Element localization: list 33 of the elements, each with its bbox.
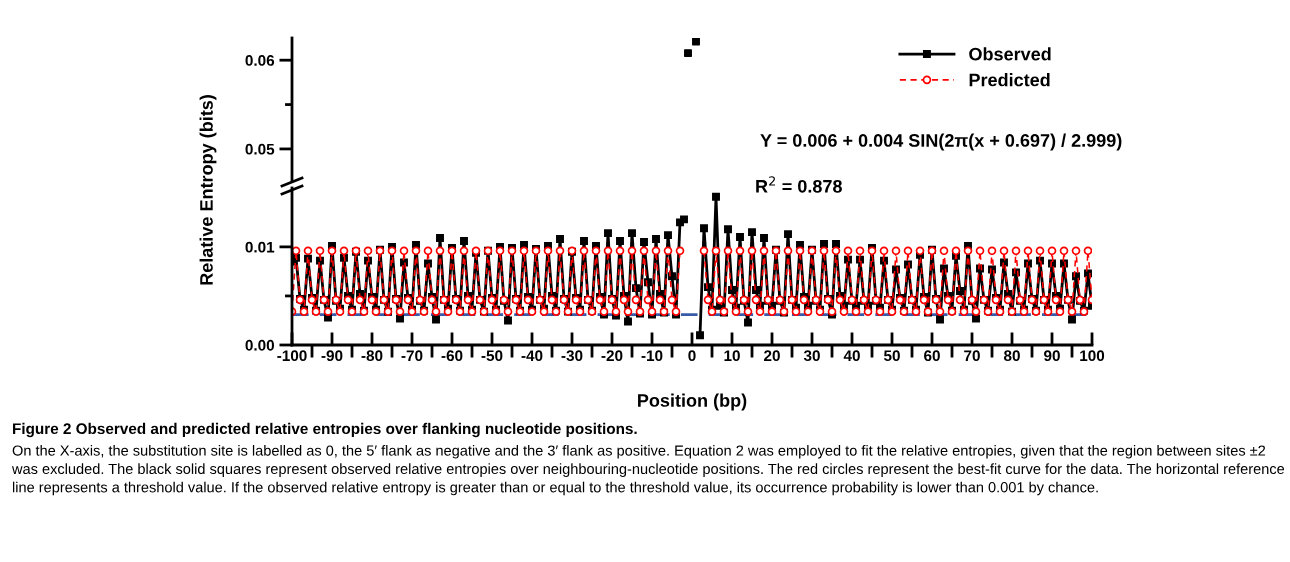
text: Figure 2 Observed and predicted relative entropies over flanking nucleotide positions. (13, 422, 637, 438)
y-axis-title: Relative Entropy (bits) (199, 95, 217, 285)
y-tick-label: 0.05 (245, 143, 275, 155)
y-tick-label: 0.00 (245, 339, 275, 351)
annotation: Y = 0.006 + 0.004 SIN(2π(x + 0.697) / 2.999) (760, 133, 1122, 151)
x-tick-label: -80 (361, 350, 383, 362)
legend-label: Predicted (969, 73, 1050, 87)
x-tick-label: -60 (441, 350, 463, 362)
x-tick-label: -30 (561, 350, 583, 362)
x-tick-label: 70 (964, 350, 980, 362)
legend-label: Observed (969, 47, 1051, 61)
x-tick-label: 10 (724, 350, 740, 362)
x-tick-label: 0 (688, 350, 696, 362)
x-tick-label: 40 (843, 350, 860, 362)
x-tick-label: 20 (764, 350, 780, 362)
x-tick-label: -50 (481, 350, 503, 362)
x-tick-label: -20 (601, 350, 623, 362)
y-tick-label: 0.06 (245, 55, 275, 66)
annotation: R$^{2}$ = 0.878 (756, 176, 842, 193)
x-tick-label: 30 (803, 350, 820, 362)
x-tick-label: 80 (1003, 350, 1020, 362)
x-tick-label: -100 (277, 350, 307, 362)
x-tick-label: -40 (521, 350, 543, 362)
x-axis-title: Position (bp) (638, 393, 747, 411)
x-tick-label: -70 (401, 350, 423, 362)
text: On the X-axis, the substitution site is labelled as 0, the 5′ flank as negative and the 3′ flank as positive. Equation 2 was employed to fit the relative entropies, given that the region between sites ±2 was excluded. The black solid squares represent observed relative entropies over neighbouring-nucleotide positions. The red circles represent the best-fit curve for the data. The horizontal reference line represents a threshold value. If the observed relative entropy is greater than or equal to the threshold value, its occurrence probability is lower than 0.001 by chance. (11, 445, 1285, 496)
x-tick-label: 100 (1080, 350, 1105, 362)
x-tick-label: -10 (641, 350, 663, 362)
x-tick-label: 60 (924, 350, 940, 362)
y-tick-label: 0.01 (245, 241, 275, 253)
x-tick-label: 50 (883, 350, 900, 362)
x-tick-label: -90 (321, 350, 343, 362)
x-tick-label: 90 (1044, 350, 1060, 362)
